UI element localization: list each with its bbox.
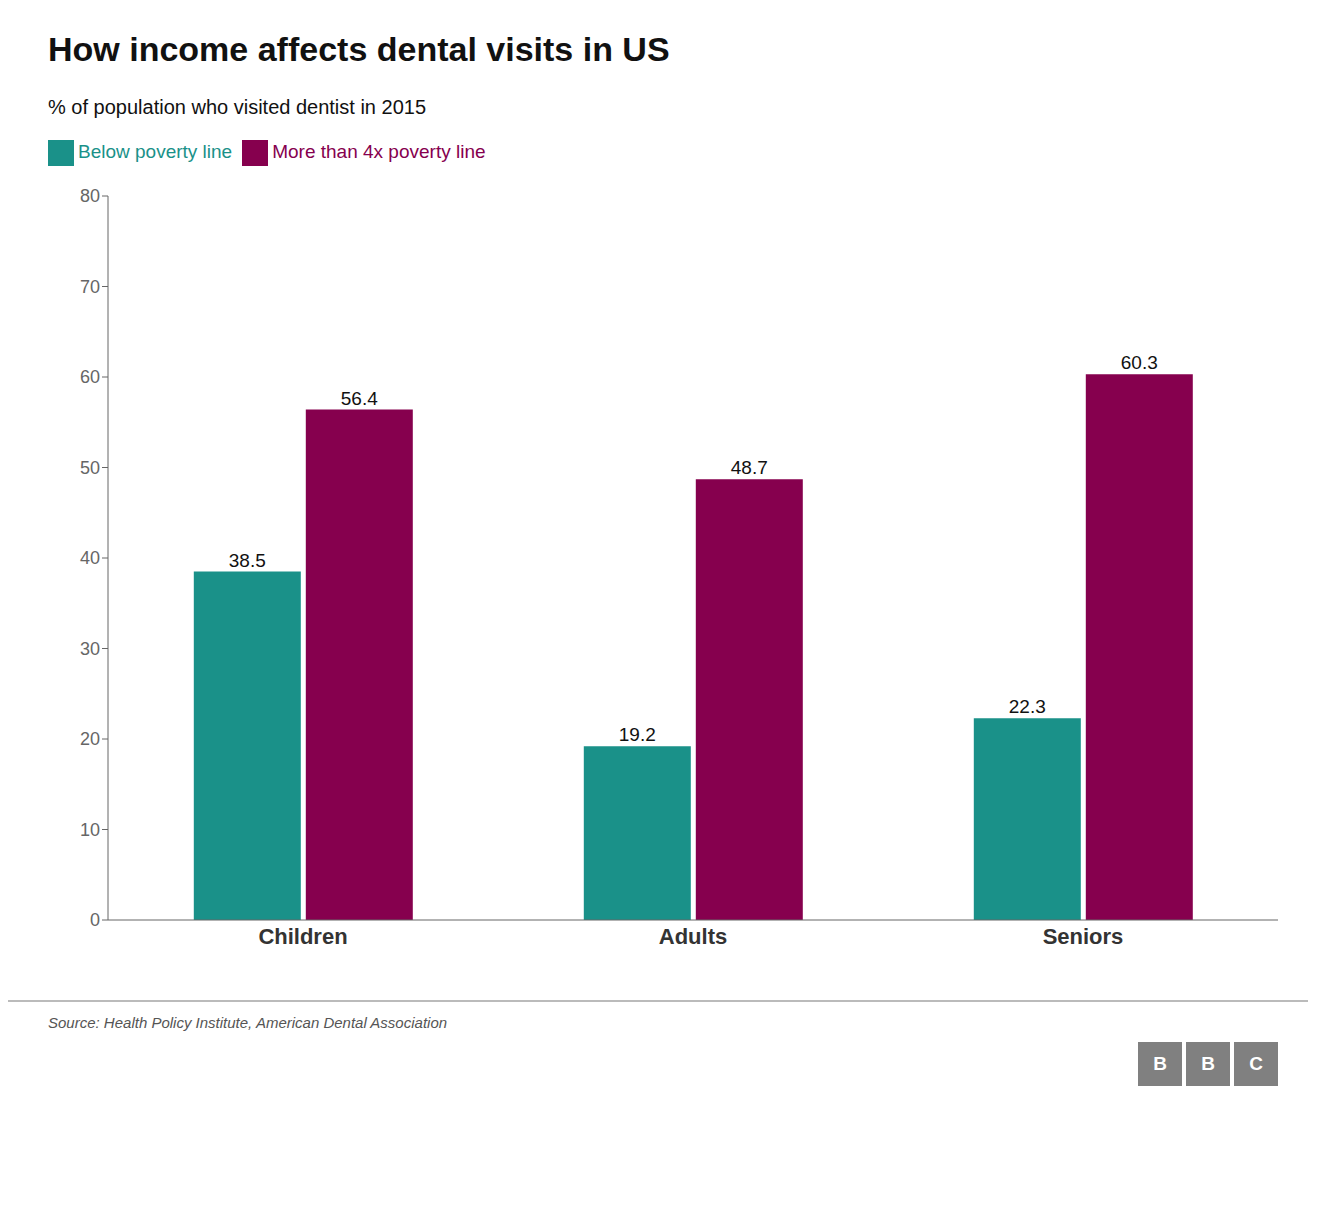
svg-text:Children: Children	[258, 924, 347, 949]
html-text:Below poverty line: Below poverty line	[78, 141, 233, 162]
svg-text:10: 10	[80, 820, 100, 840]
svg-text:80: 80	[80, 186, 100, 206]
html-text:How income affects dental visi: How income affects dental visits in US	[48, 30, 670, 68]
svg-text:60: 60	[80, 367, 100, 387]
svg-text:40: 40	[80, 548, 100, 568]
html-text:More than 4x poverty line: More than 4x poverty line	[272, 141, 486, 162]
html-text:B: B	[1201, 1053, 1215, 1074]
svg-text:30: 30	[80, 639, 100, 659]
svg-text:48.7: 48.7	[731, 457, 768, 478]
html-text:Source: Health Policy Institut: Source: Health Policy Institute, America…	[48, 1014, 448, 1031]
svg-text:20: 20	[80, 729, 100, 749]
svg-text:19.2: 19.2	[619, 724, 656, 745]
html-text:C: C	[1249, 1053, 1263, 1074]
svg-text:Seniors: Seniors	[1043, 924, 1124, 949]
svg-text:Adults: Adults	[659, 924, 727, 949]
svg-text:60.3: 60.3	[1121, 352, 1158, 373]
svg-text:22.3: 22.3	[1009, 696, 1046, 717]
svg-text:38.5: 38.5	[229, 550, 266, 571]
svg-text:0: 0	[90, 910, 100, 930]
svg-text:70: 70	[80, 277, 100, 297]
html-text:% of population who visited de: % of population who visited dentist in 2…	[48, 96, 426, 118]
svg-text:56.4: 56.4	[341, 388, 378, 409]
svg-text:50: 50	[80, 458, 100, 478]
html-text:B: B	[1153, 1053, 1167, 1074]
